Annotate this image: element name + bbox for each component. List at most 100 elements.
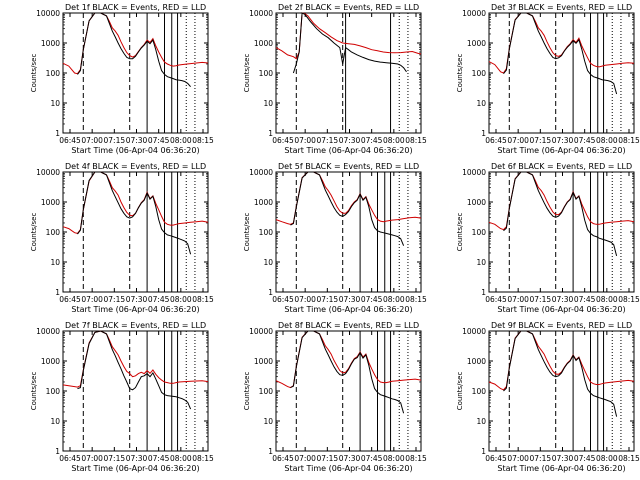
y-axis-label: Counts/sec bbox=[243, 213, 251, 252]
x-tick-label: 08:15 bbox=[192, 454, 214, 463]
x-tick-label: 07:15 bbox=[530, 136, 552, 145]
y-tick-label: 10 bbox=[50, 258, 60, 267]
x-tick-label: 08:00 bbox=[596, 295, 618, 304]
x-tick-label: 07:45 bbox=[361, 295, 383, 304]
x-axis-label: Start Time (06-Apr-04 06:36:20) bbox=[497, 146, 625, 155]
x-axis-label: Start Time (06-Apr-04 06:36:20) bbox=[284, 305, 412, 314]
x-tick-label: 08:00 bbox=[383, 136, 405, 145]
panel-det-4: 1 10 100 1000 10000 06:45 07:00 07:15 07:30 07:45… bbox=[30, 162, 214, 314]
y-tick-label: 1 bbox=[268, 129, 273, 138]
x-tick-label: 08:15 bbox=[618, 454, 640, 463]
series-events-black bbox=[77, 330, 192, 410]
x-tick-label: 07:30 bbox=[126, 295, 148, 304]
y-tick-label: 100 bbox=[259, 69, 274, 78]
panel-title: Det 5f BLACK = Events, RED = LLD bbox=[278, 162, 419, 171]
x-tick-label: 07:00 bbox=[507, 136, 529, 145]
x-tick-label: 08:15 bbox=[618, 136, 640, 145]
series-events-black bbox=[503, 330, 618, 417]
panel-title: Det 2f BLACK = Events, RED = LLD bbox=[278, 3, 419, 12]
x-tick-label: 08:15 bbox=[405, 454, 427, 463]
y-tick-label: 10 bbox=[263, 417, 273, 426]
x-tick-label: 07:30 bbox=[552, 295, 574, 304]
y-tick-label: 10 bbox=[263, 258, 273, 267]
x-tick-label: 08:00 bbox=[383, 295, 405, 304]
y-tick-label: 1 bbox=[481, 447, 486, 456]
y-tick-label: 100 bbox=[46, 387, 61, 396]
x-tick-label: 06:45 bbox=[272, 454, 294, 463]
y-tick-label: 1000 bbox=[254, 198, 273, 207]
y-tick-label: 10 bbox=[476, 417, 486, 426]
series-events-black bbox=[290, 330, 405, 414]
x-tick-label: 07:15 bbox=[104, 136, 126, 145]
panel-det-3: 1 10 100 1000 10000 06:45 07:00 07:15 07:30 07:45… bbox=[456, 3, 640, 155]
x-tick-label: 07:15 bbox=[104, 454, 126, 463]
x-tick-label: 07:30 bbox=[552, 136, 574, 145]
x-tick-label: 07:15 bbox=[317, 295, 339, 304]
x-axis-label: Start Time (06-Apr-04 06:36:20) bbox=[284, 464, 412, 473]
y-tick-label: 1000 bbox=[254, 39, 273, 48]
x-axis-label: Start Time (06-Apr-04 06:36:20) bbox=[284, 146, 412, 155]
panel-det-1: 1 10 100 1000 10000 06:45 07:00 07:15 07:30 07:45… bbox=[30, 3, 214, 155]
x-tick-label: 06:45 bbox=[485, 136, 507, 145]
x-tick-label: 07:00 bbox=[294, 136, 316, 145]
x-axis-label: Start Time (06-Apr-04 06:36:20) bbox=[497, 305, 625, 314]
y-tick-label: 1000 bbox=[467, 357, 486, 366]
y-tick-label: 1000 bbox=[41, 357, 60, 366]
y-tick-label: 1000 bbox=[467, 39, 486, 48]
series-events-black bbox=[290, 171, 405, 246]
y-tick-label: 10000 bbox=[36, 168, 60, 177]
y-tick-label: 1 bbox=[55, 288, 60, 297]
y-axis-label: Counts/sec bbox=[30, 213, 38, 252]
x-tick-label: 07:00 bbox=[81, 136, 103, 145]
panel-det-8: 1 10 100 1000 10000 06:45 07:00 07:15 07:30 07:45… bbox=[243, 321, 427, 473]
y-tick-label: 1 bbox=[55, 447, 60, 456]
x-tick-label: 07:00 bbox=[81, 454, 103, 463]
y-tick-label: 1000 bbox=[254, 357, 273, 366]
y-axis-label: Counts/sec bbox=[456, 54, 464, 93]
y-tick-label: 1 bbox=[481, 129, 486, 138]
panel-title: Det 4f BLACK = Events, RED = LLD bbox=[65, 162, 206, 171]
y-tick-label: 10 bbox=[476, 99, 486, 108]
x-tick-label: 07:30 bbox=[339, 454, 361, 463]
series-events-black bbox=[77, 12, 191, 88]
x-tick-label: 07:00 bbox=[81, 295, 103, 304]
y-tick-label: 1000 bbox=[41, 198, 60, 207]
x-tick-label: 08:00 bbox=[170, 295, 192, 304]
x-tick-label: 07:15 bbox=[317, 454, 339, 463]
series-events-black bbox=[503, 171, 618, 257]
panel-title: Det 9f BLACK = Events, RED = LLD bbox=[491, 321, 632, 330]
x-axis-label: Start Time (06-Apr-04 06:36:20) bbox=[71, 464, 199, 473]
x-tick-label: 07:00 bbox=[507, 454, 529, 463]
x-tick-label: 08:15 bbox=[405, 136, 427, 145]
x-tick-label: 07:15 bbox=[317, 136, 339, 145]
x-axis-label: Start Time (06-Apr-04 06:36:20) bbox=[497, 464, 625, 473]
x-tick-label: 08:00 bbox=[170, 136, 192, 145]
y-tick-label: 10000 bbox=[462, 9, 486, 18]
x-tick-label: 07:30 bbox=[126, 454, 148, 463]
x-tick-label: 08:00 bbox=[383, 454, 405, 463]
panel-title: Det 1f BLACK = Events, RED = LLD bbox=[65, 3, 206, 12]
y-tick-label: 100 bbox=[46, 69, 61, 78]
x-tick-label: 06:45 bbox=[59, 136, 81, 145]
y-tick-label: 10 bbox=[50, 417, 60, 426]
y-tick-label: 10 bbox=[50, 99, 60, 108]
series-events-black bbox=[77, 171, 192, 255]
series-events-black bbox=[503, 12, 618, 95]
series-lld-red bbox=[62, 330, 209, 388]
x-tick-label: 06:45 bbox=[272, 136, 294, 145]
x-tick-label: 07:15 bbox=[530, 295, 552, 304]
x-tick-label: 07:00 bbox=[294, 454, 316, 463]
y-tick-label: 100 bbox=[472, 228, 487, 237]
y-tick-label: 1 bbox=[268, 447, 273, 456]
x-tick-label: 07:45 bbox=[148, 454, 170, 463]
y-axis-label: Counts/sec bbox=[30, 372, 38, 411]
x-tick-label: 07:15 bbox=[104, 295, 126, 304]
x-tick-label: 07:00 bbox=[507, 295, 529, 304]
y-tick-label: 100 bbox=[259, 387, 274, 396]
y-tick-label: 10000 bbox=[462, 168, 486, 177]
x-tick-label: 06:45 bbox=[485, 295, 507, 304]
x-tick-label: 07:45 bbox=[361, 454, 383, 463]
y-axis-label: Counts/sec bbox=[243, 54, 251, 93]
x-tick-label: 07:45 bbox=[148, 136, 170, 145]
x-tick-label: 07:45 bbox=[574, 454, 596, 463]
